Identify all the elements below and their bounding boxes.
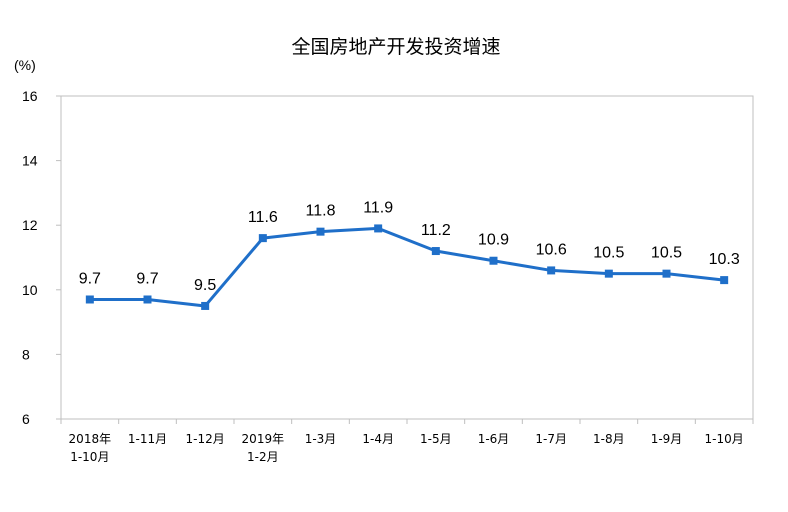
x-tick-label-line: 1-10月 [70,450,109,464]
x-tick-label: 1-8月 [593,432,625,446]
data-point-marker [547,266,556,275]
data-label: 9.7 [136,270,158,287]
data-labels: 9.7 9.7 9.5 11.6 11.8 11.9 11.2 10.9 10.6 10.5 10.… [79,199,740,294]
x-tick-label-line: 1-8月 [593,432,625,446]
data-label: 10.3 [709,251,740,268]
x-tick-label: 1-9月 [651,432,683,446]
x-tick-label: 1-10月 [705,432,744,446]
data-label: 11.2 [421,222,451,239]
data-label: 11.6 [248,209,278,226]
y-axis: 6 8 10 12 14 16 [22,88,61,427]
data-label: 9.7 [79,270,101,287]
x-tick-label-line: 1-5月 [420,432,452,446]
x-tick-label-line: 1-12月 [186,432,225,446]
x-tick-label-line: 1-3月 [305,432,337,446]
x-tick-label-line: 1-10月 [705,432,744,446]
x-tick-label: 1-12月 [186,432,225,446]
x-tick-label: 2018年 1-10月 [69,432,112,464]
data-point-marker [489,256,498,265]
x-tick-label-line: 1-4月 [362,432,394,446]
data-label: 9.5 [194,277,216,294]
x-tick-label-line: 1-2月 [247,450,279,464]
data-point-marker [316,227,325,236]
data-label: 11.8 [306,203,336,220]
data-point-marker [258,234,267,243]
data-point-marker [662,269,671,278]
series-markers [85,224,729,310]
y-tick-label: 10 [22,282,38,298]
x-tick-label: 1-6月 [478,432,510,446]
x-tick-label-line: 1-7月 [535,432,567,446]
y-tick-label: 12 [22,217,38,233]
x-tick-label-line: 2019年 [242,432,285,446]
x-tick-label-line: 1-9月 [651,432,683,446]
data-point-marker [374,224,383,233]
x-tick-label: 1-3月 [305,432,337,446]
x-tick-label: 1-5月 [420,432,452,446]
x-axis: 2018年 1-10月 1-11月 1-12月 2019年 1-2月 1-3月 1-4月 1-5… [60,419,754,464]
x-tick-label: 1-11月 [128,432,167,446]
data-point-marker [143,295,152,304]
data-point-marker [720,276,729,285]
y-tick-label: 16 [22,88,38,104]
x-tick-label: 1-4月 [362,432,394,446]
y-axis-unit: (%) [14,57,36,73]
data-point-marker [85,295,94,304]
x-tick-label: 2019年 1-2月 [242,432,285,464]
x-tick-label: 1-7月 [535,432,567,446]
x-tick-label-line: 1-11月 [128,432,167,446]
y-tick-label: 6 [22,411,30,427]
series-line [89,226,725,308]
data-label: 10.6 [536,241,567,258]
x-tick-label-line: 2018年 [69,432,112,446]
y-tick-label: 8 [22,346,30,362]
x-tick-label-line: 1-6月 [478,432,510,446]
data-label: 11.9 [363,199,393,216]
plot-area-border [60,95,754,420]
data-point-marker [201,301,210,310]
chart-title: 全国房地产开发投资增速 [291,36,500,58]
y-tick-label: 14 [22,153,38,169]
data-point-marker [604,269,613,278]
data-label: 10.5 [593,245,624,262]
data-point-marker [431,247,440,256]
data-label: 10.5 [651,245,682,262]
data-label: 10.9 [478,232,509,249]
